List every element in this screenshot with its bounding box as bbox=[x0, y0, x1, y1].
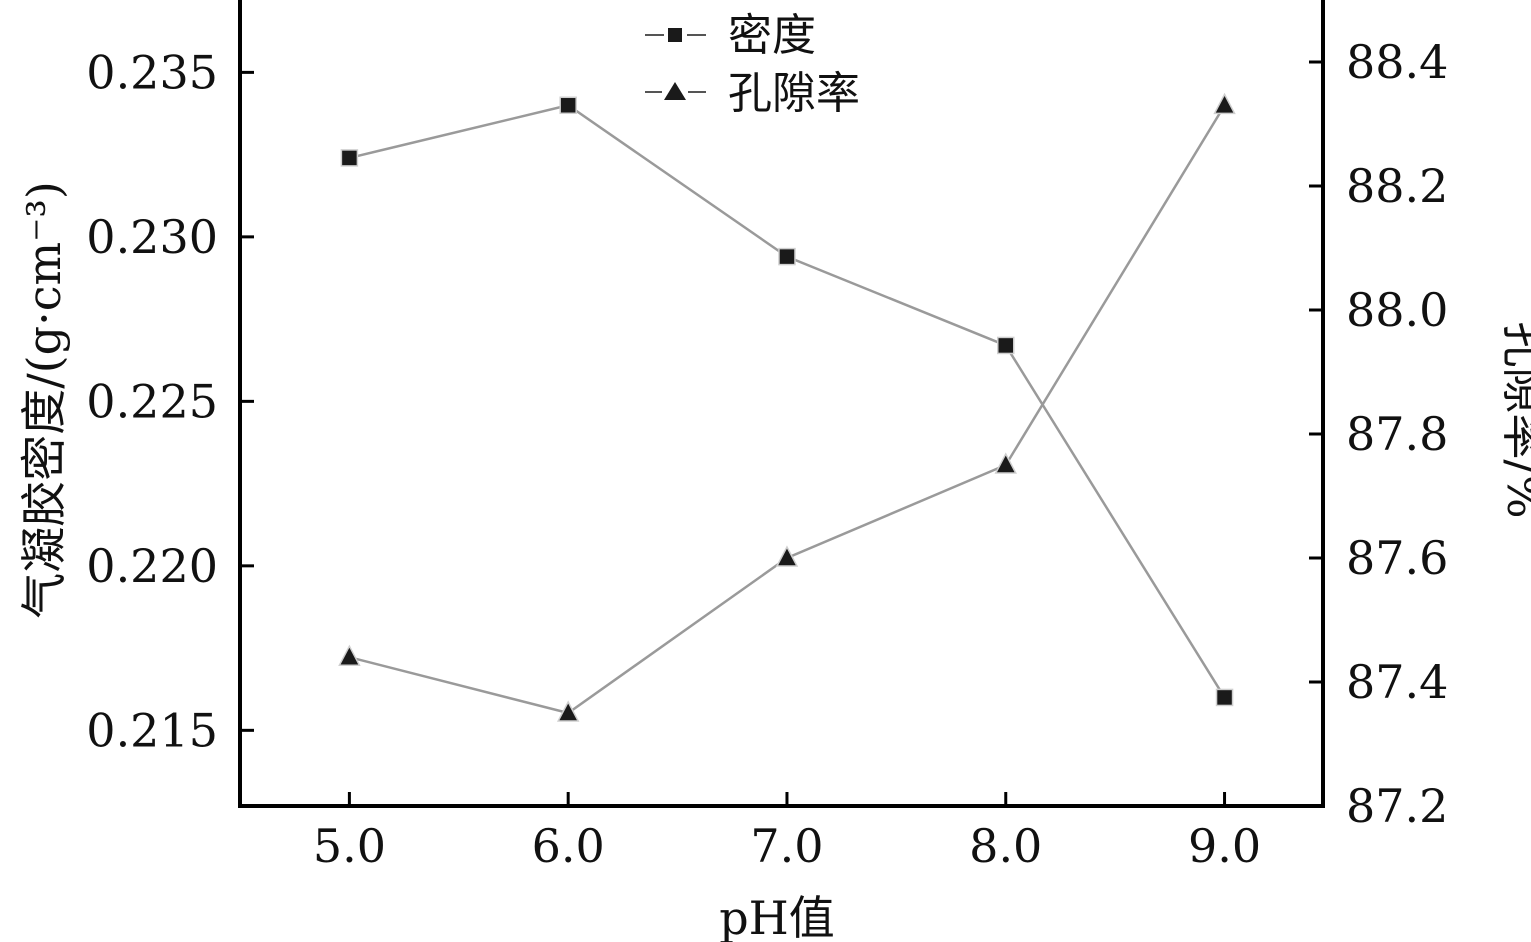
y-right-tick-label: 88.2 bbox=[1346, 159, 1448, 213]
y-left-tick-label: 0.215 bbox=[86, 703, 218, 757]
x-tick-label: 8.0 bbox=[969, 819, 1042, 873]
legend-porosity-marker bbox=[664, 82, 686, 100]
porosity-point bbox=[556, 700, 580, 722]
legend-porosity-label: 孔隙率 bbox=[728, 68, 860, 119]
porosity-point bbox=[775, 545, 799, 567]
legend: 密度 孔隙率 bbox=[645, 10, 860, 119]
y-right-axis-ticks: 87.2 87.4 87.6 87.8 88.0 88.2 88.4 bbox=[1309, 35, 1448, 833]
y-left-tick-label: 0.230 bbox=[86, 210, 218, 264]
x-tick-label: 7.0 bbox=[750, 819, 823, 873]
series-line-1 bbox=[349, 104, 1226, 715]
porosity-point bbox=[338, 644, 361, 666]
porosity-point bbox=[1213, 92, 1236, 115]
y-right-tick-label: 87.4 bbox=[1346, 655, 1448, 709]
y-right-tick-label: 88.4 bbox=[1346, 35, 1448, 89]
density-point bbox=[559, 96, 577, 115]
x-tick-label: 5.0 bbox=[313, 819, 386, 873]
y-right-tick-label: 87.2 bbox=[1346, 779, 1448, 833]
y-left-tick-label: 0.235 bbox=[86, 45, 218, 99]
porosity-point bbox=[994, 452, 1017, 474]
y-right-tick-label: 87.6 bbox=[1346, 531, 1448, 585]
y-right-tick-label: 88.0 bbox=[1346, 283, 1448, 337]
y-right-tick-label: 87.8 bbox=[1346, 407, 1448, 461]
y-left-tick-label: 0.220 bbox=[86, 539, 218, 593]
x-tick-label: 6.0 bbox=[532, 819, 605, 873]
density-point bbox=[778, 247, 796, 266]
x-axis-ticks: 5.0 6.0 7.0 8.0 9.0 bbox=[313, 792, 1261, 873]
legend-density-marker bbox=[668, 28, 682, 42]
x-axis-title: pH值 bbox=[719, 891, 835, 942]
series-line-0 bbox=[349, 103, 1226, 699]
density-point bbox=[1215, 688, 1234, 707]
x-tick-label: 9.0 bbox=[1188, 819, 1261, 873]
y-left-tick-label: 0.225 bbox=[86, 374, 218, 428]
y-left-axis-ticks: 0.215 0.220 0.225 0.230 0.235 bbox=[86, 45, 254, 757]
legend-density-label: 密度 bbox=[728, 10, 816, 61]
density-point bbox=[340, 149, 359, 167]
y-left-axis-title: 气凝胶密度/(g·cm⁻³) bbox=[17, 181, 71, 619]
density-point bbox=[997, 336, 1015, 355]
y-right-axis-title: 孔隙率/% bbox=[1497, 321, 1531, 518]
plot-frame bbox=[238, 0, 1325, 808]
series-layer bbox=[338, 92, 1236, 722]
